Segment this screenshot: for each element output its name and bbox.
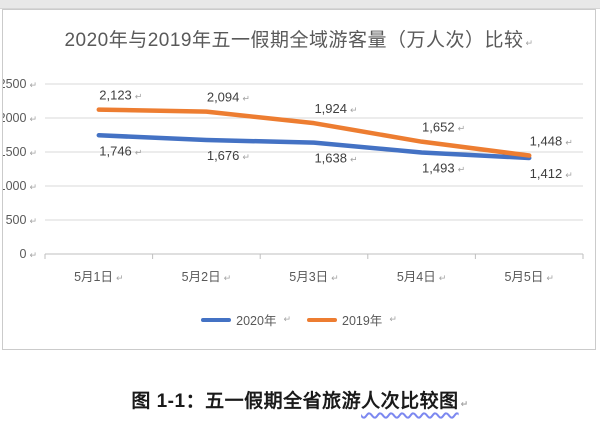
legend-line-swatch bbox=[201, 317, 232, 322]
formatting-mark: ↵ bbox=[439, 273, 447, 283]
formatting-mark: ↵ bbox=[29, 148, 37, 158]
legend-line-swatch bbox=[307, 317, 337, 322]
chart-frame[interactable]: 0↵ 500↵ 1000↵ 1500↵ 2000↵ 2500↵ 5月1日↵ 5月2日↵ 5月3日… bbox=[2, 9, 596, 350]
y-axis-tick-label: 0 ↵ bbox=[20, 247, 38, 261]
formatting-mark: ↵ bbox=[350, 155, 358, 165]
caption-body: 五一假期全省旅游 bbox=[205, 391, 362, 412]
data-label-2019年: 1,652 ↵ bbox=[422, 120, 465, 135]
chart-title: 2020年与2019年五一假期全域游客量（万人次）比较 ↵ bbox=[3, 25, 595, 52]
plot-area: 0↵ 500↵ 1000↵ 1500↵ 2000↵ 2500↵ 5月1日↵ 5月2日↵ 5月3日… bbox=[3, 77, 584, 284]
formatting-mark: ↵ bbox=[331, 273, 339, 283]
x-axis-tick-label: 5月1日 ↵ bbox=[74, 270, 123, 284]
series-line-2020年 bbox=[96, 133, 532, 161]
chart-title-text: 2020年与2019年五一假期全域游客量（万人次）比较 bbox=[64, 30, 524, 51]
data-label-2019年: 2,123 ↵ bbox=[99, 88, 142, 103]
formatting-mark: ↵ bbox=[546, 273, 554, 283]
x-axis-tick-label: 5月2日 ↵ bbox=[182, 270, 231, 284]
caption-prefix: 图 1-1： bbox=[131, 391, 206, 412]
x-axis-tick-label: 5月3日 ↵ bbox=[289, 270, 338, 284]
data-label-2020年: 1,493 ↵ bbox=[422, 160, 465, 175]
data-label-2020年: 1,746 ↵ bbox=[99, 143, 142, 158]
formatting-mark: ↵ bbox=[224, 273, 232, 283]
page-top-strip bbox=[0, 0, 600, 9]
x-axis-tick-label: 5月5日 ↵ bbox=[504, 270, 553, 284]
formatting-mark: ↵ bbox=[29, 250, 37, 260]
formatting-mark: ↵ bbox=[283, 314, 291, 324]
formatting-mark: ↵ bbox=[525, 38, 534, 48]
formatting-mark: ↵ bbox=[460, 399, 469, 409]
formatting-mark: ↵ bbox=[135, 147, 143, 157]
formatting-mark: ↵ bbox=[29, 182, 37, 192]
formatting-mark: ↵ bbox=[565, 170, 573, 180]
legend-label: 2019年 bbox=[342, 314, 383, 328]
formatting-mark: ↵ bbox=[565, 138, 573, 148]
x-axis-tick-label: 5月4日 ↵ bbox=[397, 270, 446, 284]
chart-legend: 2020年 ↵ 2019年 ↵ bbox=[3, 310, 595, 329]
formatting-mark: ↵ bbox=[135, 92, 143, 102]
y-axis-tick-label: 500 ↵ bbox=[6, 213, 37, 227]
formatting-mark: ↵ bbox=[458, 164, 466, 174]
data-label-2019年: 1,448 ↵ bbox=[530, 134, 573, 149]
y-axis-tick-label: 2500↵ bbox=[3, 77, 37, 91]
y-axis-tick-label: 2000↵ bbox=[3, 111, 37, 125]
formatting-mark: ↵ bbox=[242, 94, 250, 104]
figure-caption[interactable]: 图 1-1：五一假期全省旅游人次比较图 ↵ bbox=[0, 386, 600, 413]
legend-item-2019年: 2019年 ↵ bbox=[307, 310, 397, 329]
formatting-mark: ↵ bbox=[116, 273, 124, 283]
y-axis-tick-label: 1000↵ bbox=[3, 179, 37, 193]
data-label-2020年: 1,638 ↵ bbox=[314, 151, 357, 166]
legend-label: 2020年 bbox=[236, 314, 277, 328]
legend-item-2020年: 2020年 ↵ bbox=[201, 310, 291, 329]
formatting-mark: ↵ bbox=[29, 114, 37, 124]
formatting-mark: ↵ bbox=[458, 124, 466, 134]
formatting-mark: ↵ bbox=[389, 314, 397, 324]
series-line-2019年 bbox=[96, 107, 532, 158]
data-label-2020年: 1,412 ↵ bbox=[530, 166, 573, 181]
caption-underlined-text: 人次比较图 bbox=[361, 391, 459, 412]
y-axis-tick-label: 1500↵ bbox=[3, 145, 37, 159]
formatting-mark: ↵ bbox=[29, 80, 37, 90]
data-label-2019年: 1,924 ↵ bbox=[314, 101, 357, 116]
formatting-mark: ↵ bbox=[350, 105, 358, 115]
data-label-2020年: 1,676 ↵ bbox=[207, 148, 250, 163]
formatting-mark: ↵ bbox=[242, 152, 250, 162]
data-label-2019年: 2,094 ↵ bbox=[207, 90, 250, 105]
formatting-mark: ↵ bbox=[29, 216, 37, 226]
